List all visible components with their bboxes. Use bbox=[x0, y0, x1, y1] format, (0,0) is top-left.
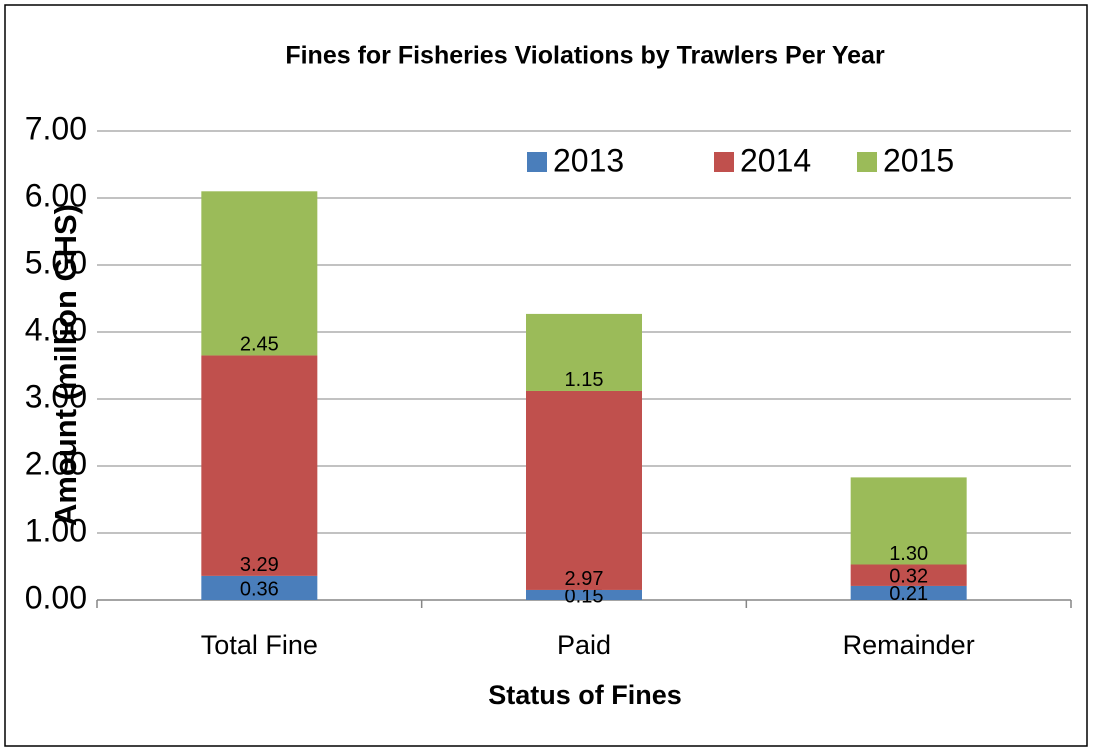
y-tick-label: 0.00 bbox=[25, 579, 87, 615]
x-tick-label: Paid bbox=[557, 630, 611, 660]
y-tick-label: 2.00 bbox=[25, 445, 87, 481]
x-axis-title: Status of Fines bbox=[488, 680, 682, 710]
legend-swatch bbox=[527, 152, 547, 172]
bar-segment bbox=[850, 585, 967, 600]
data-label: 0.21 bbox=[889, 583, 928, 605]
bar-segment bbox=[201, 355, 318, 576]
data-label: 2.97 bbox=[565, 568, 604, 590]
bar-segment bbox=[201, 191, 318, 356]
bar-segment bbox=[526, 390, 642, 590]
bar-segment bbox=[850, 477, 967, 565]
legend-label: 2015 bbox=[883, 142, 954, 178]
y-tick-label: 4.00 bbox=[25, 311, 87, 347]
chart-title: Fines for Fisheries Violations by Trawle… bbox=[285, 42, 885, 70]
data-label: 0.36 bbox=[240, 578, 279, 600]
y-axis-title: Amount (million GHS) bbox=[48, 204, 83, 526]
bar-segment bbox=[201, 575, 318, 600]
legend-swatch bbox=[857, 152, 877, 172]
y-tick-label: 5.00 bbox=[25, 244, 87, 280]
bar-segment bbox=[526, 589, 642, 600]
data-label: 0.15 bbox=[565, 585, 604, 607]
data-label: 1.30 bbox=[889, 543, 928, 565]
x-tick-label: Remainder bbox=[843, 630, 975, 660]
y-tick-label: 7.00 bbox=[25, 110, 87, 146]
legend-label: 2013 bbox=[553, 142, 624, 178]
bar-segment bbox=[850, 564, 967, 586]
bar-segment bbox=[526, 313, 642, 391]
x-tick-label: Total Fine bbox=[201, 630, 318, 660]
y-tick-label: 6.00 bbox=[25, 177, 87, 213]
data-label: 3.29 bbox=[240, 554, 279, 576]
data-label: 2.45 bbox=[240, 334, 279, 356]
y-tick-label: 3.00 bbox=[25, 378, 87, 414]
data-label: 1.15 bbox=[565, 369, 604, 391]
y-tick-label: 1.00 bbox=[25, 512, 87, 548]
legend-swatch bbox=[714, 152, 734, 172]
data-label: 0.32 bbox=[889, 565, 928, 587]
legend-label: 2014 bbox=[740, 142, 811, 178]
